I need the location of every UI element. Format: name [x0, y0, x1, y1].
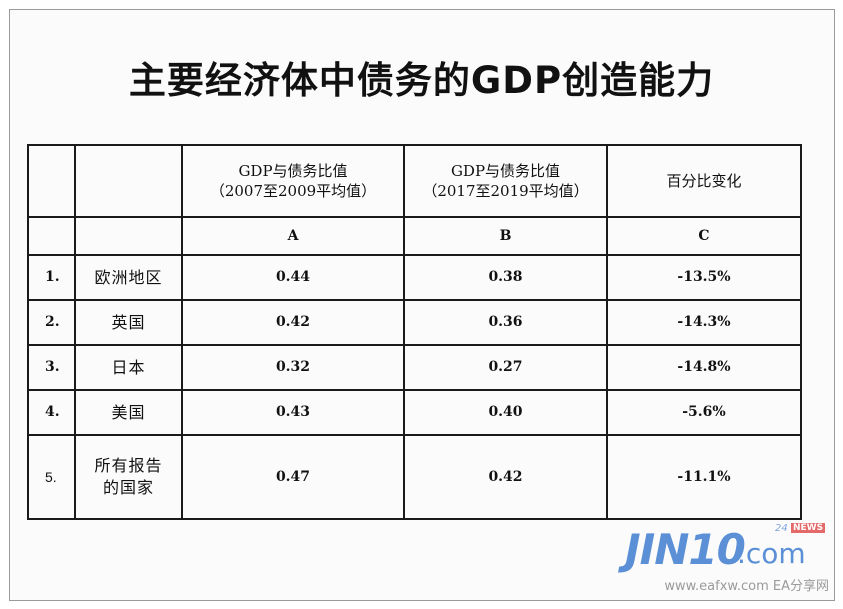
row-number: 4. — [27, 389, 76, 436]
row-value-b: 0.42 — [403, 434, 608, 520]
row-number: 2. — [27, 299, 76, 346]
watermark-logo: JIN10 .com 24 NEWS www.eafxw.com EA分享网 — [609, 523, 829, 595]
row-value-a: 0.42 — [181, 299, 405, 346]
header-col-b-line1: GDP与债务比值 — [450, 161, 561, 180]
table-row: 5. 所有报告 的国家 0.47 0.42 -11.1% — [27, 434, 802, 520]
watermark-site: www.eafxw.com EA分享网 — [664, 579, 829, 594]
header-col-b: GDP与债务比值 （2017至2019平均值） — [403, 144, 608, 218]
watermark-domain: .com — [737, 537, 806, 570]
row-number: 3. — [27, 344, 76, 391]
row-region: 美国 — [74, 389, 183, 436]
letter-empty-num — [27, 216, 76, 256]
data-table: GDP与债务比值 （2007至2009平均值） GDP与债务比值 （2017至2… — [27, 144, 802, 520]
row-value-c: -5.6% — [606, 389, 802, 436]
row-number: 1. — [27, 254, 76, 301]
row-value-c: -11.1% — [606, 434, 802, 520]
row-value-a: 0.47 — [181, 434, 405, 520]
header-empty-region — [74, 144, 183, 218]
row-region: 英国 — [74, 299, 183, 346]
watermark-badge-num: 24 — [775, 523, 788, 534]
watermark-news-badge: NEWS — [791, 523, 826, 533]
table-row: 1. 欧洲地区 0.44 0.38 -13.5% — [27, 254, 802, 301]
row-value-b: 0.36 — [403, 299, 608, 346]
row-region: 日本 — [74, 344, 183, 391]
letter-b: B — [403, 216, 608, 256]
row-region: 所有报告 的国家 — [74, 434, 183, 520]
row-value-c: -14.3% — [606, 299, 802, 346]
header-empty-num — [27, 144, 76, 218]
row-region-line1: 所有报告 — [94, 456, 163, 476]
row-region: 欧洲地区 — [74, 254, 183, 301]
row-value-b: 0.27 — [403, 344, 608, 391]
row-value-a: 0.44 — [181, 254, 405, 301]
table-row: 2. 英国 0.42 0.36 -14.3% — [27, 299, 802, 346]
header-col-c: 百分比变化 — [606, 144, 802, 218]
table-row: 4. 美国 0.43 0.40 -5.6% — [27, 389, 802, 436]
watermark-logo-text: JIN10 — [625, 525, 746, 574]
row-value-c: -13.5% — [606, 254, 802, 301]
letter-empty-region — [74, 216, 183, 256]
table-row: 3. 日本 0.32 0.27 -14.8% — [27, 344, 802, 391]
header-col-a-line2: （2007至2009平均值） — [209, 182, 377, 200]
row-value-a: 0.32 — [181, 344, 405, 391]
row-value-b: 0.40 — [403, 389, 608, 436]
header-col-b-line2: （2017至2019平均值） — [422, 182, 589, 200]
letter-c: C — [606, 216, 802, 256]
letter-a: A — [181, 216, 405, 256]
row-region-line2: 的国家 — [102, 478, 154, 497]
row-number: 5. — [27, 434, 76, 520]
table-letter-row: A B C — [27, 216, 802, 256]
header-col-a-line1: GDP与债务比值 — [238, 161, 348, 180]
header-col-a: GDP与债务比值 （2007至2009平均值） — [181, 144, 405, 218]
row-value-a: 0.43 — [181, 389, 405, 436]
table-header-row: GDP与债务比值 （2007至2009平均值） GDP与债务比值 （2017至2… — [27, 144, 802, 218]
page-title: 主要经济体中债务的GDP创造能力 — [128, 59, 715, 102]
row-value-c: -14.8% — [606, 344, 802, 391]
row-value-b: 0.38 — [403, 254, 608, 301]
